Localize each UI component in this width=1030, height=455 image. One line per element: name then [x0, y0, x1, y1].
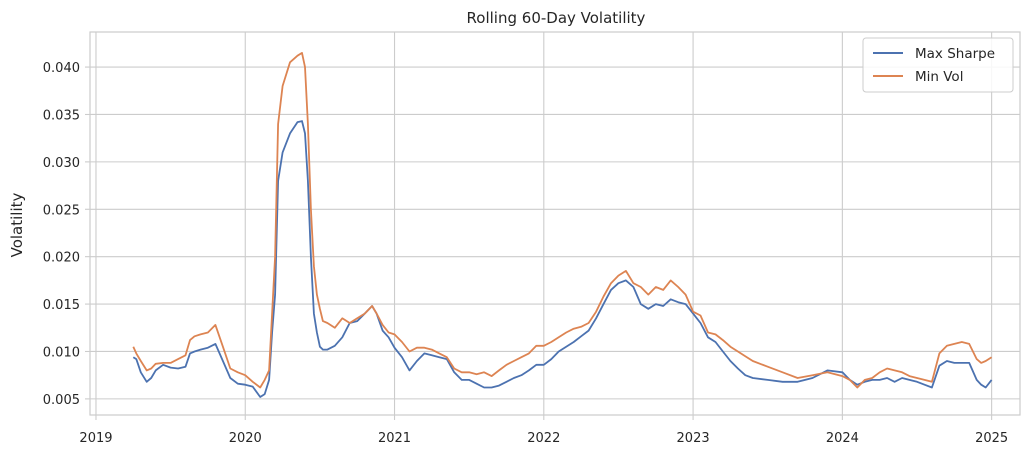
series-line-max-sharpe [132, 120, 993, 398]
chart-title: Rolling 60-Day Volatility [467, 9, 646, 27]
x-axis-ticks: 2019 2020 2021 2022 2023 2024 2025 [79, 415, 1008, 446]
x-tick-label: 2020 [229, 431, 262, 446]
x-tick-label: 2025 [975, 431, 1008, 446]
y-axis-ticks: 0.005 0.010 0.015 0.020 0.025 0.030 0.035 0.040 [43, 61, 90, 408]
x-tick-label: 2021 [378, 431, 411, 446]
x-tick-label: 2023 [677, 431, 710, 446]
y-tick-label: 0.035 [43, 108, 80, 123]
x-tick-label: 2019 [79, 431, 112, 446]
x-tick-label: 2022 [527, 431, 560, 446]
series-lines [132, 52, 993, 398]
y-tick-label: 0.015 [43, 298, 80, 313]
plot-frame [89, 31, 1021, 416]
grid-lines [90, 32, 1020, 415]
legend-box [862, 37, 1014, 93]
y-tick-label: 0.025 [43, 203, 80, 218]
y-tick-label: 0.020 [43, 251, 80, 266]
x-tick-label: 2024 [826, 431, 859, 446]
series-line-min-vol [132, 52, 993, 389]
legend-label-max-sharpe: Max Sharpe [915, 46, 995, 62]
y-tick-label: 0.040 [43, 61, 80, 76]
legend: Max Sharpe Min Vol [862, 37, 1014, 93]
y-axis-title: Volatility [8, 192, 26, 257]
y-tick-label: 0.030 [43, 156, 80, 171]
y-tick-label: 0.005 [43, 393, 80, 408]
legend-label-min-vol: Min Vol [915, 69, 963, 85]
y-tick-label: 0.010 [43, 345, 80, 360]
